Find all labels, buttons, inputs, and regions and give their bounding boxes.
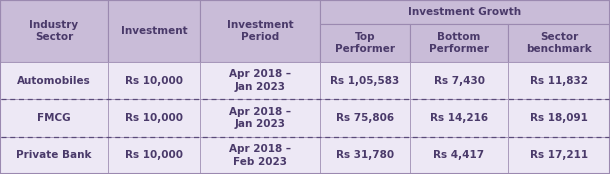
- Bar: [0, 137, 108, 174]
- Bar: [200, 0, 320, 62]
- Text: Automobiles: Automobiles: [17, 76, 91, 86]
- Bar: [410, 137, 508, 174]
- Bar: [410, 24, 508, 62]
- Text: Apr 2018 –
Feb 2023: Apr 2018 – Feb 2023: [229, 144, 291, 167]
- Bar: [108, 0, 200, 62]
- Bar: [508, 99, 610, 137]
- Bar: [508, 62, 610, 99]
- Text: Rs 14,216: Rs 14,216: [430, 113, 488, 123]
- Bar: [320, 99, 410, 137]
- Text: Top
Performer: Top Performer: [335, 32, 395, 54]
- Text: Rs 31,780: Rs 31,780: [336, 150, 394, 160]
- Text: Industry
Sector: Industry Sector: [29, 20, 79, 42]
- Bar: [508, 24, 610, 62]
- Text: Apr 2018 –
Jan 2023: Apr 2018 – Jan 2023: [229, 69, 291, 92]
- Text: FMCG: FMCG: [37, 113, 71, 123]
- Bar: [0, 62, 108, 99]
- Text: Investment Growth: Investment Growth: [409, 7, 522, 17]
- Bar: [410, 62, 508, 99]
- Text: Rs 4,417: Rs 4,417: [434, 150, 484, 160]
- Bar: [320, 0, 610, 24]
- Bar: [200, 137, 320, 174]
- Bar: [320, 62, 410, 99]
- Text: Investment
Period: Investment Period: [227, 20, 293, 42]
- Text: Private Bank: Private Bank: [16, 150, 92, 160]
- Text: Investment: Investment: [121, 26, 187, 36]
- Text: Rs 11,832: Rs 11,832: [530, 76, 588, 86]
- Bar: [108, 137, 200, 174]
- Text: Bottom
Performer: Bottom Performer: [429, 32, 489, 54]
- Text: Apr 2018 –
Jan 2023: Apr 2018 – Jan 2023: [229, 107, 291, 129]
- Bar: [508, 137, 610, 174]
- Text: Rs 17,211: Rs 17,211: [530, 150, 588, 160]
- Bar: [200, 62, 320, 99]
- Text: Rs 7,430: Rs 7,430: [434, 76, 484, 86]
- Bar: [0, 99, 108, 137]
- Bar: [410, 99, 508, 137]
- Text: Rs 18,091: Rs 18,091: [530, 113, 588, 123]
- Bar: [108, 62, 200, 99]
- Bar: [200, 99, 320, 137]
- Text: Rs 10,000: Rs 10,000: [125, 76, 183, 86]
- Text: Rs 10,000: Rs 10,000: [125, 150, 183, 160]
- Bar: [0, 0, 108, 62]
- Bar: [320, 137, 410, 174]
- Text: Rs 1,05,583: Rs 1,05,583: [331, 76, 400, 86]
- Text: Sector
benchmark: Sector benchmark: [526, 32, 592, 54]
- Bar: [320, 24, 410, 62]
- Text: Rs 75,806: Rs 75,806: [336, 113, 394, 123]
- Bar: [108, 99, 200, 137]
- Text: Rs 10,000: Rs 10,000: [125, 113, 183, 123]
